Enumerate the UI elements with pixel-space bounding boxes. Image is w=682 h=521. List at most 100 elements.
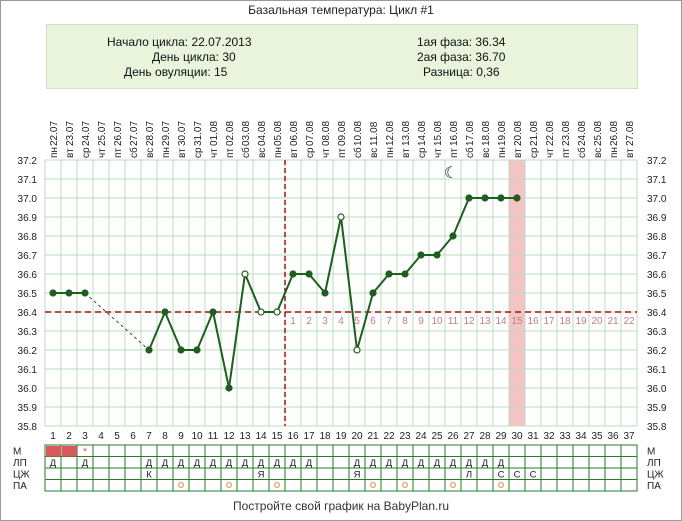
lp-mark: Д [498,458,505,469]
weekday-label: ср [529,147,540,158]
day-number-label: 20 [351,431,363,442]
luteal-day-label: 8 [402,316,408,327]
y-tick-label-left: 35.8 [18,422,38,433]
y-tick-label-left: 36.3 [18,327,38,338]
day-number-label: 14 [255,431,267,442]
y-tick-label-right: 36.2 [647,346,667,357]
temp-line-segment [196,311,214,351]
date-label: 22.08 [545,121,556,146]
row-label-right: ЦЖ [647,470,664,481]
pa-marker [178,482,185,489]
y-tick-label-right: 36.1 [647,365,667,376]
day-number-label: 26 [447,431,459,442]
date-label: 29.07 [161,121,172,146]
date-label: 22.07 [49,121,60,146]
lp-mark: Д [146,458,153,469]
temp-line-segment [436,235,454,256]
y-tick-label-right: 36.8 [647,232,667,243]
moon-icon: ☾ [444,163,458,182]
date-label: 01.08 [209,121,220,146]
temp-point [449,232,457,240]
row-label-right: М [647,447,655,458]
temp-point [369,289,377,297]
day-number-label: 1 [50,431,56,442]
pa-marker [402,482,409,489]
weekday-label: сб [464,147,476,158]
period-cell [46,446,61,457]
weekday-label: чт [209,148,220,158]
lp-mark: Д [354,458,361,469]
day-number-label: 21 [367,431,379,442]
temp-point [65,289,73,297]
weekday-label: пн [609,147,620,158]
temp-point [209,308,217,316]
temp-line-segment [452,197,470,237]
date-label: 19.08 [497,121,508,146]
temp-point [433,251,441,259]
cycle-day: День цикла: 30 [152,50,236,64]
temp-point [321,289,329,297]
y-tick-label-right: 36.3 [647,327,667,338]
weekday-label: чт [321,148,332,158]
pa-marker [498,482,505,489]
lp-mark: Д [162,458,169,469]
date-label: 17.08 [465,121,476,146]
weekday-label: пн [385,147,396,158]
day-number-label: 4 [98,431,104,442]
date-label: 14.08 [417,121,428,146]
luteal-day-label: 5 [354,316,360,327]
weekday-label: вт [65,148,76,158]
y-tick-label-left: 37.2 [18,156,38,167]
day-number-label: 37 [623,431,635,442]
cycle-start: Начало цикла: 22.07.2013 [107,35,252,49]
luteal-day-label: 10 [431,316,443,327]
date-label: 27.07 [129,121,140,146]
chart-title: Базальная температура: Цикл #1 [248,3,434,17]
temp-line-segment [356,292,374,351]
day-number-label: 11 [208,431,219,442]
date-label: 05.08 [273,121,284,146]
luteal-day-label: 4 [338,316,344,327]
day-number-label: 2 [66,431,72,442]
cervical-mucus-mark: С [514,470,521,481]
date-label: 26.08 [609,121,620,146]
weekday-label: пн [497,147,508,158]
y-tick-label-left: 37.1 [18,175,38,186]
date-label: 15.08 [433,121,444,146]
lp-mark: Д [418,458,425,469]
luteal-day-label: 9 [418,316,424,327]
footer-link[interactable]: Постройте свой график на BabyPlan.ru [232,499,450,513]
day-number-label: 27 [463,431,475,442]
temp-line-segment [228,273,246,389]
temp-point [513,194,521,202]
y-tick-label-left: 36.6 [18,270,38,281]
y-tick-label-right: 35.9 [647,403,667,414]
lp-mark: Д [82,458,89,469]
day-number-label: 29 [495,431,507,442]
y-tick-label-left: 36.8 [18,232,38,243]
luteal-day-label: 15 [511,316,523,327]
lp-mark: Д [178,458,185,469]
temp-point [81,289,89,297]
day-number-label: 6 [130,431,136,442]
y-tick-label-right: 36.9 [647,213,667,224]
day-number-label: 18 [319,431,331,442]
weekday-label: сб [240,147,252,158]
lp-mark: Д [370,458,377,469]
temp-point [401,270,409,278]
date-label: 04.08 [257,121,268,146]
day-number-label: 36 [607,431,619,442]
weekday-label: вт [625,148,636,158]
y-tick-label-left: 36.4 [18,308,38,319]
day-number-label: 24 [415,431,427,442]
temp-point [273,308,281,316]
day-number-label: 22 [383,431,395,442]
lp-mark: Д [226,458,233,469]
temp-point [241,270,249,278]
luteal-day-label: 1 [290,316,296,327]
luteal-day-label: 19 [575,316,587,327]
temp-point [385,270,393,278]
pa-marker [370,482,377,489]
date-label: 23.08 [561,121,572,146]
